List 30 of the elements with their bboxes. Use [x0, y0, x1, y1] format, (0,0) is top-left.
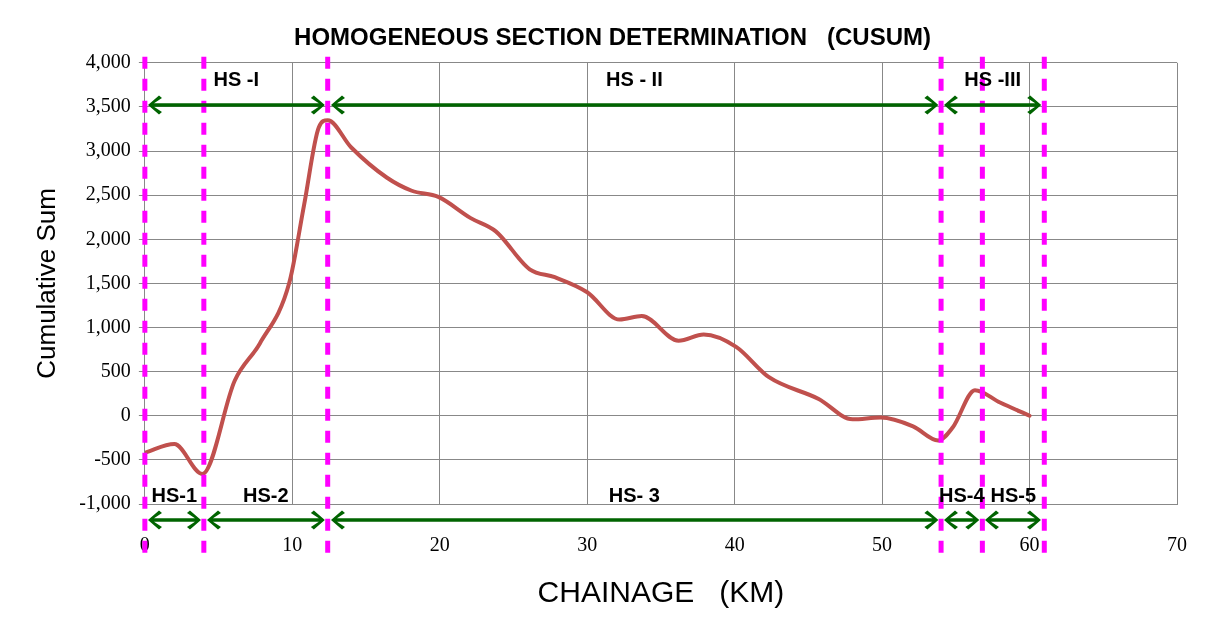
annotation: HS -III — [964, 68, 1022, 91]
annotation: HS- 3 — [608, 483, 660, 506]
annotation: HS-2 — [242, 483, 289, 506]
x-tick-label: 50 — [872, 533, 893, 556]
annotation: HS-5 — [990, 483, 1037, 506]
x-tick-label: 40 — [724, 533, 745, 556]
y-axis-title: Cumulative Sum — [30, 188, 61, 379]
line-series — [144, 118, 1032, 476]
y-tick-label: 500 — [100, 358, 131, 381]
x-tick-label: 70 — [1167, 533, 1187, 556]
annotation: HS - II — [606, 68, 663, 91]
annotation: HS-1 — [151, 483, 198, 506]
x-tick-label: 60 — [1019, 533, 1040, 556]
y-tick-label: 3,500 — [85, 94, 131, 117]
y-tick-label: 2,000 — [85, 226, 131, 249]
y-tick-label: 1,000 — [85, 314, 131, 337]
y-tick-label: 1,500 — [85, 270, 131, 293]
annotation: HS -I — [213, 68, 260, 91]
annotation: HS-4 — [938, 483, 986, 506]
x-tick-label: 30 — [577, 533, 598, 556]
chart-title: HOMOGENEOUS SECTION DETERMINATION (CUSUM) — [294, 23, 931, 51]
x-tick-label: 10 — [282, 533, 303, 556]
y-tick-label: 2,500 — [85, 182, 131, 205]
y-tick-label: -1,000 — [79, 491, 131, 514]
y-tick-label: 4,000 — [85, 50, 131, 73]
x-tick-label: 20 — [429, 533, 450, 556]
x-axis-title: CHAINAGE (KM) — [537, 575, 785, 609]
y-tick-label: 0 — [120, 403, 131, 426]
y-tick-label: -500 — [94, 447, 131, 470]
y-tick-label: 3,000 — [85, 138, 131, 161]
